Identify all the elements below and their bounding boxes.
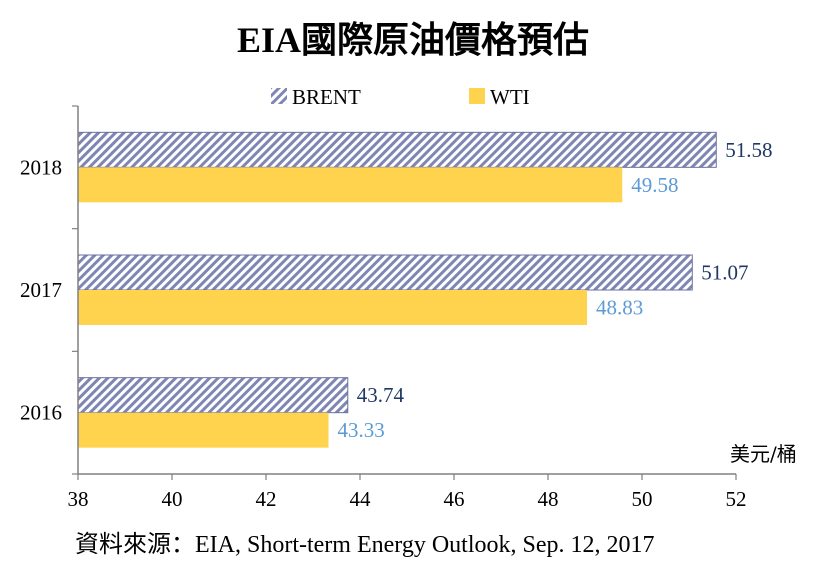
category-label-2016: 2016 [20,401,62,425]
bar-wti-2018 [78,167,623,203]
value-label-wti-2017: 48.83 [596,296,643,320]
bar-wti-2016 [78,412,329,448]
bar-wti-2017 [78,290,588,325]
legend: BRENT WTI [271,85,530,109]
category-label-2018: 2018 [20,155,62,179]
value-label-brent-2016: 43.74 [357,383,405,407]
x-tick-label-44: 44 [350,487,372,511]
legend-swatch-wti [469,88,485,104]
legend-label-brent: BRENT [292,85,361,109]
source-note: 資料來源：EIA, Short-term Energy Outlook, Sep… [75,531,655,558]
x-tick-label-48: 48 [538,487,559,511]
legend-label-wti: WTI [490,85,530,109]
bar-brent-2017 [77,254,693,291]
x-tick-label-50: 50 [632,487,653,511]
bars-layer [77,131,717,448]
value-label-wti-2016: 43.33 [338,418,385,442]
value-label-brent-2018: 51.58 [725,138,772,162]
value-label-wti-2018: 49.58 [631,173,678,197]
category-label-2017: 2017 [20,278,62,302]
value-label-brent-2017: 51.07 [701,261,748,285]
unit-label: 美元/桶 [730,442,797,466]
bar-brent-2016 [77,377,349,414]
category-labels-layer: 2018 2017 2016 [20,155,62,424]
chart-title: EIA國際原油價格預估 [237,20,589,60]
x-tick-label-42: 42 [256,487,277,511]
x-tick-label-52: 52 [726,487,747,511]
x-tick-label-38: 38 [68,487,89,511]
legend-swatch-brent [271,88,287,104]
x-tick-label-46: 46 [444,487,465,511]
axis-layer: 38 40 42 44 46 48 50 52 [68,105,747,511]
bar-brent-2018 [77,131,717,168]
value-labels-layer: 51.58 49.58 51.07 48.83 43.74 43.33 [338,138,773,442]
x-tick-label-40: 40 [162,487,183,511]
